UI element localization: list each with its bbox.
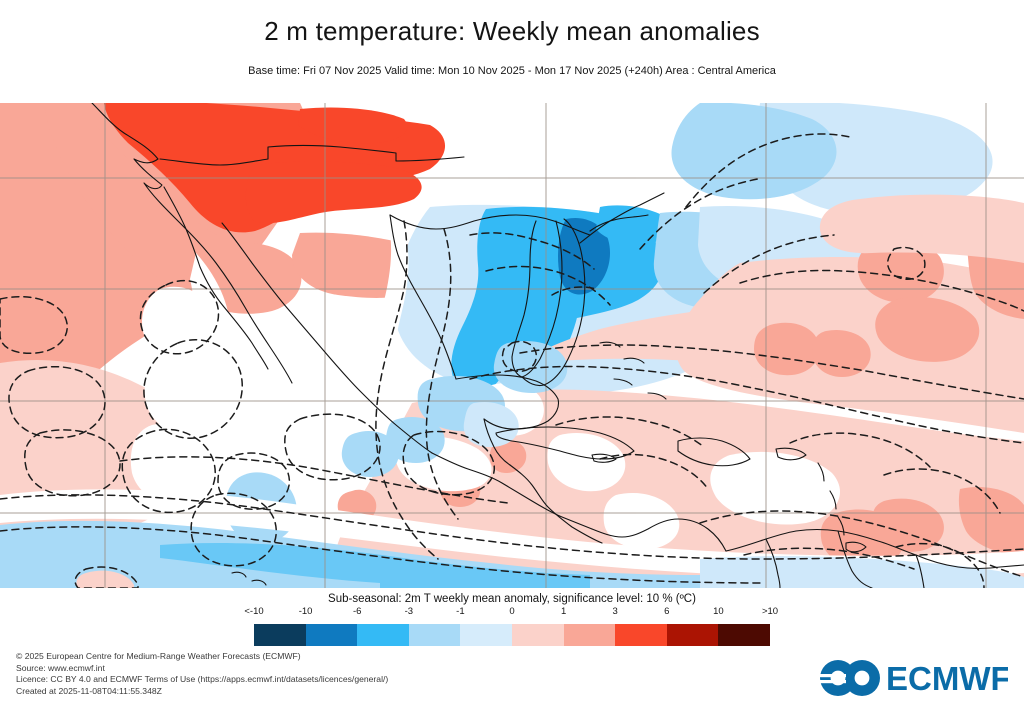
- colorbar-tick: <-10: [244, 606, 264, 617]
- footer-line-created: Created at 2025-11-08T04:11:55.348Z: [16, 685, 162, 696]
- colorbar-segment: [563, 624, 616, 646]
- ecmwf-logo-mark: [818, 660, 880, 696]
- colorbar-segment: [615, 624, 667, 646]
- footer-line-source: Source: www.ecmwf.int: [16, 662, 105, 673]
- colorbar-tick: 6: [664, 606, 670, 617]
- footer-line-copyright: © 2025 European Centre for Medium-Range …: [16, 651, 301, 661]
- anomaly-map[interactable]: [0, 103, 1024, 588]
- colorbar-segment: [254, 624, 306, 646]
- ecmwf-logo[interactable]: ECMWF: [812, 655, 1008, 701]
- colorbar-title: Sub-seasonal: 2m T weekly mean anomaly, …: [328, 593, 696, 605]
- colorbar-tick: -3: [404, 606, 414, 617]
- ecmwf-logo-text: ECMWF: [886, 660, 1008, 697]
- footer-line-licence: Licence: CC BY 4.0 and ECMWF Terms of Us…: [16, 674, 389, 685]
- colorbar-tick: 3: [612, 606, 618, 617]
- colorbar[interactable]: [254, 624, 770, 646]
- page-title: 2 m temperature: Weekly mean anomalies: [264, 16, 760, 46]
- colorbar-tick: 1: [560, 606, 567, 617]
- map-panel[interactable]: [0, 103, 1024, 588]
- colorbar-segment: [666, 624, 719, 646]
- colorbar-segment: [357, 624, 409, 646]
- colorbar-segment: [460, 624, 512, 646]
- colorbar-segment: [512, 624, 564, 646]
- colorbar-segment: [408, 624, 461, 646]
- colorbar-tick: -10: [298, 606, 313, 617]
- colorbar-tick: 0: [509, 606, 515, 617]
- colorbar-segment: [718, 624, 770, 646]
- colorbar-tick: -6: [352, 606, 362, 617]
- footer-credits: © 2025 European Centre for Medium-Range …: [16, 651, 388, 697]
- page-subtitle: Base time: Fri 07 Nov 2025 Valid time: M…: [248, 65, 776, 77]
- colorbar-segment: [305, 624, 358, 646]
- colorbar-tick: -1: [456, 606, 465, 617]
- colorbar-tick-labels: <-10 -10 -6 -3 -1 0 1 3 6 10 >10: [0, 606, 1024, 620]
- colorbar-tick: >10: [761, 606, 779, 617]
- colorbar-tick: 10: [713, 606, 724, 617]
